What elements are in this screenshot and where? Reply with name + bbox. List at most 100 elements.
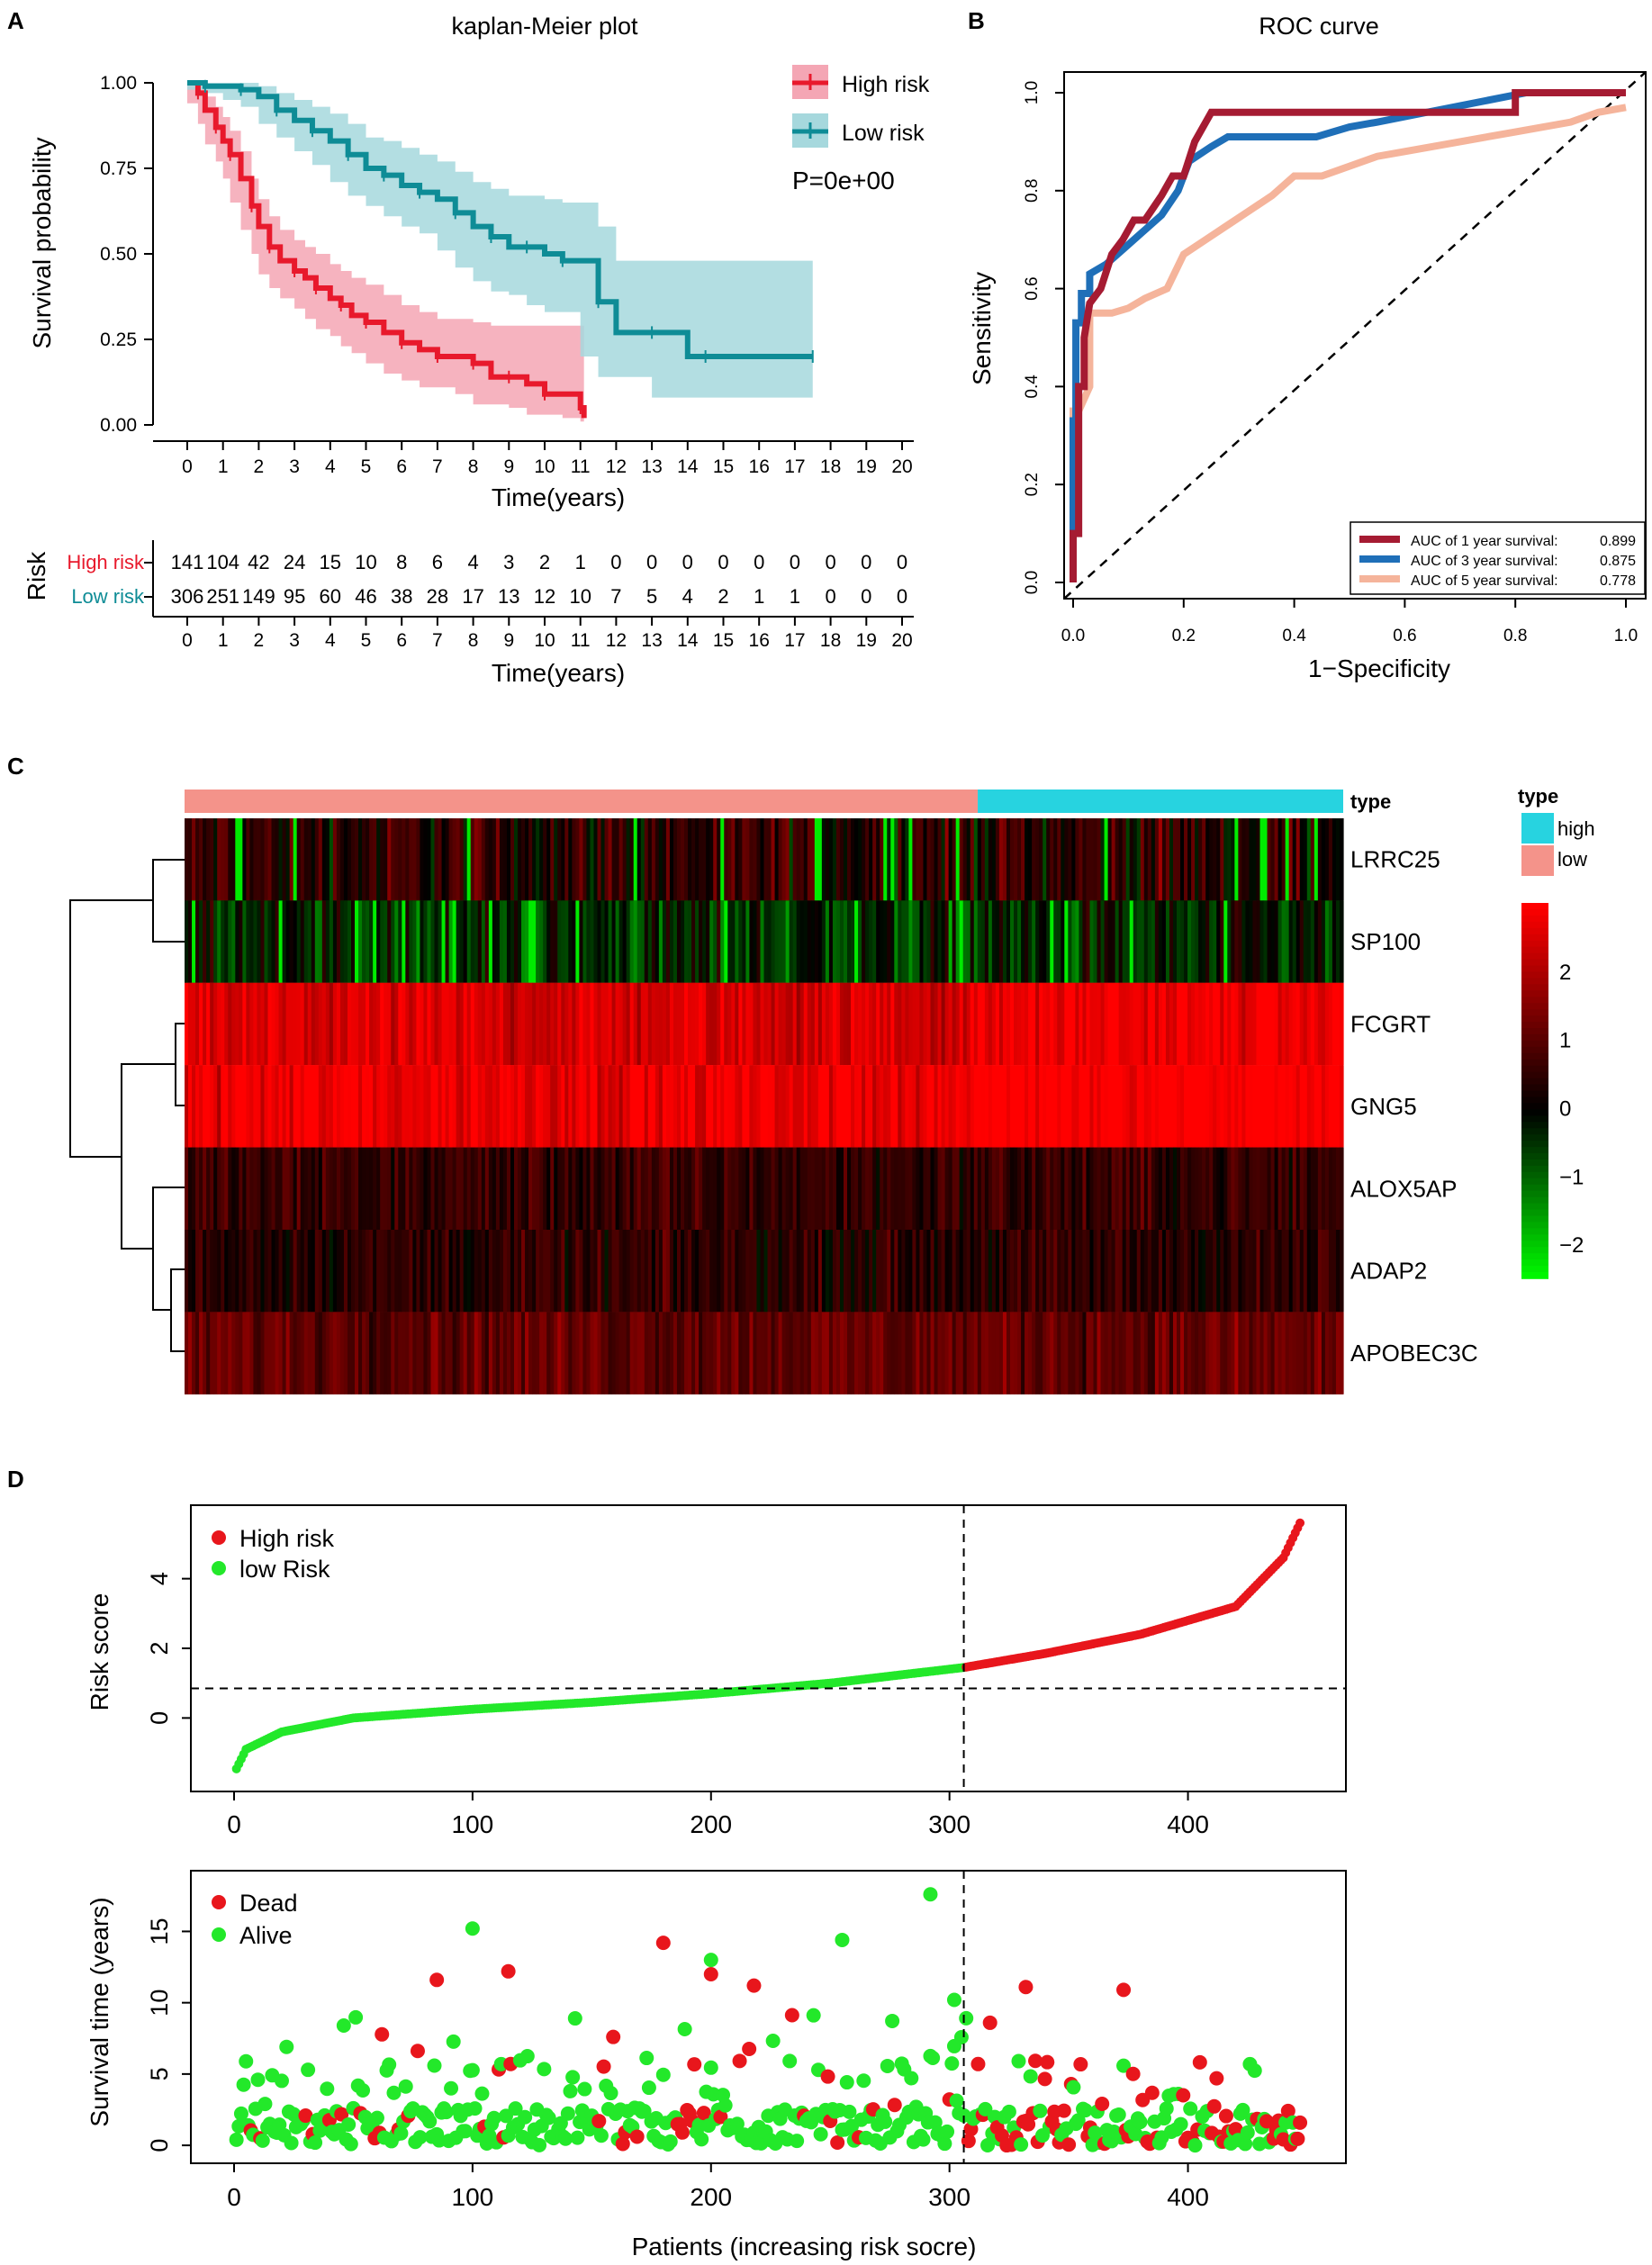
- heatmap-cell: [688, 1147, 692, 1230]
- color-scale-step: [1521, 1046, 1548, 1054]
- heatmap-cell: [662, 1065, 667, 1148]
- heatmap-cell: [869, 900, 873, 983]
- heatmap-cell: [1172, 818, 1178, 901]
- heatmap-cell: [579, 1312, 584, 1394]
- heatmap-cell: [1032, 1147, 1036, 1230]
- st-point-dead: [1176, 2088, 1191, 2103]
- st-point-alive: [1111, 2107, 1126, 2123]
- heatmap-cell: [203, 900, 207, 983]
- heatmap-cell: [1270, 1065, 1276, 1148]
- heatmap-cell: [898, 900, 902, 983]
- st-point-dead: [746, 1978, 762, 1993]
- heatmap-cell: [876, 818, 880, 901]
- heatmap-cell: [1180, 818, 1185, 901]
- heatmap-cell: [1321, 1230, 1326, 1313]
- km-band-low: [187, 83, 813, 398]
- heatmap-cell: [876, 982, 880, 1066]
- color-scale-step: [1521, 1165, 1548, 1173]
- rs-x-tick-label: 0: [227, 1810, 241, 1838]
- heatmap-cell: [554, 1230, 558, 1313]
- st-point-alive: [1240, 2125, 1255, 2140]
- heatmap-cell: [1317, 982, 1323, 1066]
- heatmap-cell: [636, 818, 642, 901]
- heatmap-cell: [195, 900, 200, 983]
- st-point-alive: [336, 2018, 351, 2034]
- heatmap-cell: [1191, 1312, 1196, 1394]
- heatmap-cell: [1213, 1230, 1217, 1313]
- risk-table-cell: 13: [498, 585, 519, 608]
- heatmap-cell: [416, 1312, 421, 1394]
- risk-table-cell: 0: [754, 551, 764, 573]
- heatmap-cell: [912, 818, 917, 901]
- heatmap-cell: [1115, 1065, 1120, 1148]
- roc-frame: [1063, 71, 1647, 600]
- heatmap-cell: [228, 900, 232, 983]
- heatmap-cell: [604, 818, 609, 901]
- st-point-alive: [663, 2134, 678, 2149]
- heatmap-cell: [952, 1065, 957, 1148]
- heatmap-cell: [1104, 982, 1109, 1066]
- heatmap-cell: [206, 1147, 211, 1230]
- heatmap-cell: [314, 1147, 320, 1230]
- heatmap-cell: [633, 1312, 638, 1394]
- heatmap-cell: [720, 1312, 725, 1394]
- heatmap-cell: [434, 1065, 439, 1148]
- heatmap-cell: [1057, 818, 1061, 901]
- heatmap-cell: [658, 1147, 664, 1230]
- heatmap-cell: [427, 1147, 432, 1230]
- heatmap-cell: [1231, 1147, 1235, 1230]
- heatmap-cell: [709, 900, 714, 983]
- heatmap-cell: [484, 1065, 490, 1148]
- heatmap-cell: [536, 1147, 540, 1230]
- heatmap-cell: [1129, 1065, 1134, 1148]
- heatmap-cell: [745, 1312, 751, 1394]
- heatmap-cell: [760, 818, 765, 901]
- heatmap-cell: [1053, 1312, 1058, 1394]
- heatmap-cell: [195, 1312, 200, 1394]
- heatmap-cell: [441, 1065, 447, 1148]
- heatmap-cell: [640, 1147, 645, 1230]
- heatmap-cell: [887, 1230, 891, 1313]
- heatmap-cell: [749, 818, 754, 901]
- heatmap-cell: [962, 1147, 968, 1230]
- heatmap-cell: [604, 1230, 609, 1313]
- heatmap-cell: [738, 1065, 743, 1148]
- heatmap-cell: [579, 1147, 584, 1230]
- heatmap-cell: [699, 982, 703, 1066]
- heatmap-cell: [253, 1065, 258, 1148]
- heatmap-cell: [499, 982, 504, 1066]
- annotation-high-group: [978, 790, 1343, 813]
- heatmap-cell: [991, 900, 997, 983]
- roc-y-tick-label: 1.0: [1023, 81, 1042, 104]
- heatmap-cell: [680, 1312, 685, 1394]
- risk-table-cell: 10: [355, 551, 376, 573]
- heatmap-cell: [1064, 818, 1069, 901]
- km-x-tick-label: 5: [361, 456, 372, 477]
- heatmap-cell: [821, 818, 826, 901]
- rs-legend-low-dot: [212, 1561, 226, 1575]
- heatmap-cell: [434, 1147, 439, 1230]
- heatmap-cell: [828, 1147, 834, 1230]
- heatmap-cell: [1082, 1065, 1088, 1148]
- heatmap-cell: [296, 818, 302, 901]
- heatmap-cell: [257, 900, 262, 983]
- heatmap-cell: [1071, 818, 1076, 901]
- heatmap-cell: [851, 1065, 855, 1148]
- heatmap-cell: [1324, 900, 1330, 983]
- km-y-tick-label: 0.75: [100, 158, 137, 179]
- heatmap-cell: [235, 818, 239, 901]
- heatmap-cell: [332, 1230, 338, 1313]
- heatmap-cell: [611, 818, 617, 901]
- heatmap-cell: [510, 818, 515, 901]
- heatmap-cell: [742, 1147, 746, 1230]
- heatmap-cell: [445, 982, 450, 1066]
- heatmap-cell: [213, 1147, 218, 1230]
- heatmap-cell: [470, 900, 475, 983]
- heatmap-cell: [763, 982, 769, 1066]
- heatmap-cell: [582, 982, 588, 1066]
- km-x-tick-label: 18: [820, 456, 841, 477]
- heatmap-cell: [405, 1147, 410, 1230]
- heatmap-cell: [970, 1312, 975, 1394]
- heatmap-cell: [384, 1065, 388, 1148]
- heatmap-cell: [1292, 1147, 1297, 1230]
